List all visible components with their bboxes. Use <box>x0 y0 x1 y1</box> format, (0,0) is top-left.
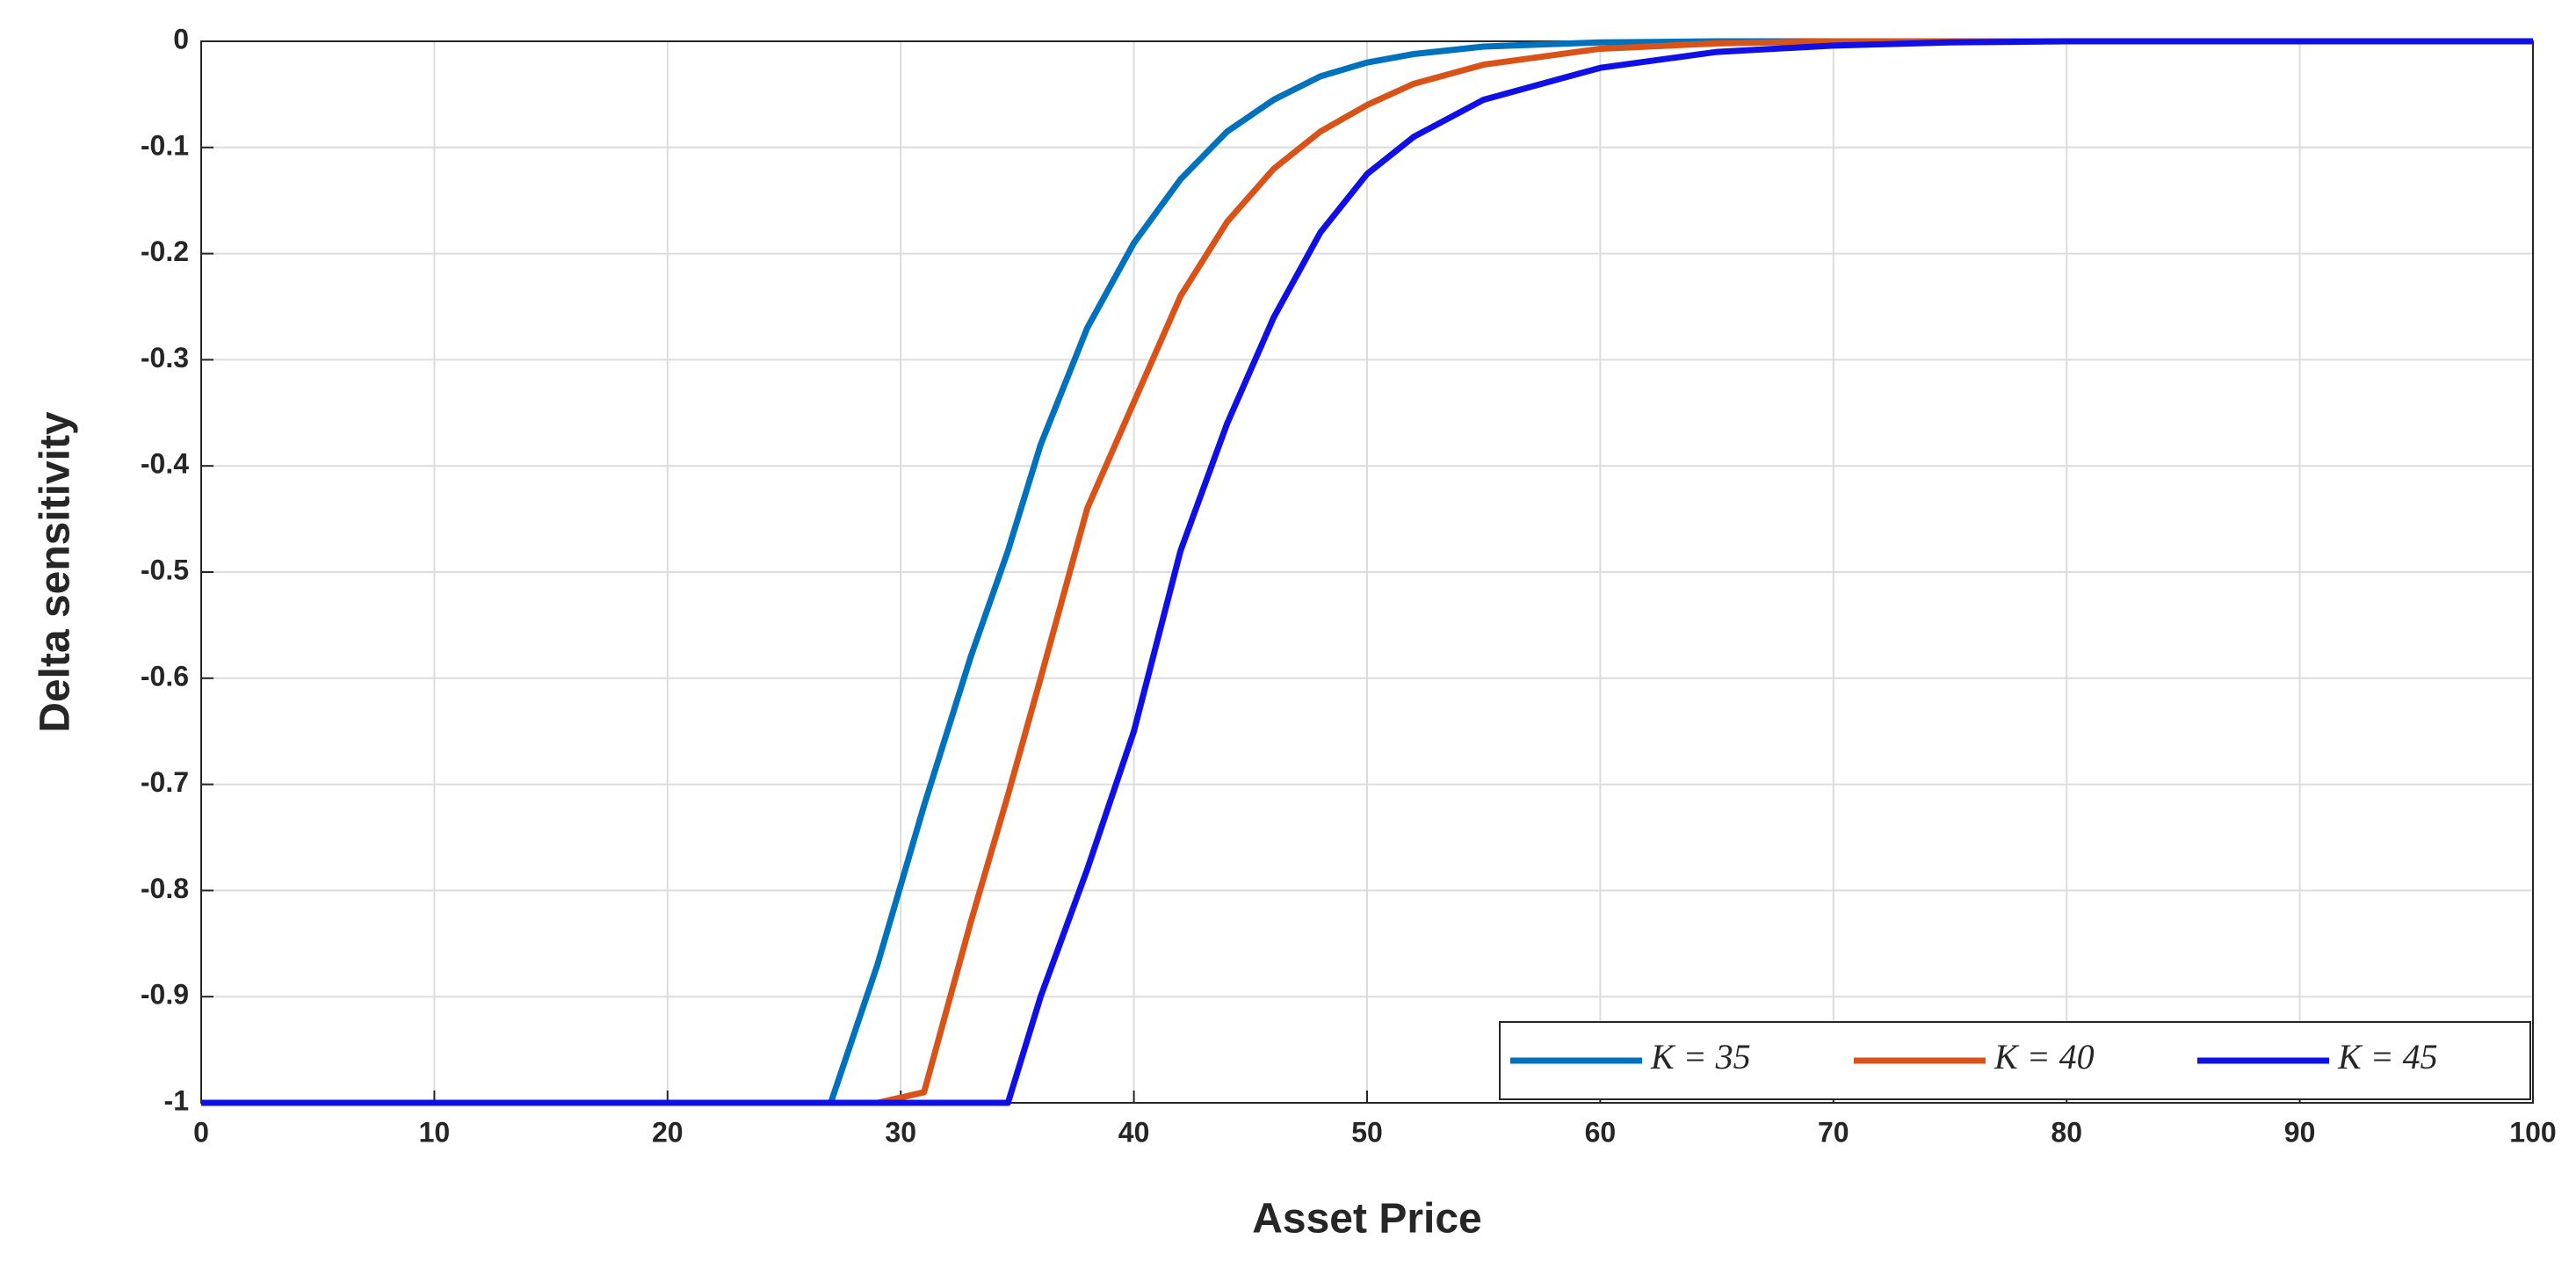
y-tick-label: -0.4 <box>141 448 189 480</box>
y-tick-label: -0.8 <box>141 873 189 904</box>
x-tick-label: 10 <box>419 1116 451 1148</box>
x-tick-label: 30 <box>885 1116 916 1148</box>
y-tick-label: -1 <box>164 1084 189 1116</box>
x-tick-label: 20 <box>652 1116 684 1148</box>
plot-frame <box>200 40 2534 1104</box>
y-tick-label: -0.1 <box>141 129 189 161</box>
x-tick-label: 60 <box>1585 1116 1617 1148</box>
x-tick-label: 90 <box>2284 1116 2316 1148</box>
legend-label: K = 35 <box>1650 1037 1751 1076</box>
y-tick-label: -0.7 <box>141 766 189 798</box>
data-line <box>201 38 2533 1106</box>
x-tick-label: 0 <box>193 1116 209 1148</box>
x-axis-label: Asset Price <box>1252 1196 1482 1243</box>
x-tick-label: 80 <box>2051 1116 2082 1148</box>
x-tick-label: 50 <box>1351 1116 1383 1148</box>
y-tick-label: -0.3 <box>141 342 189 373</box>
x-tick-label: 70 <box>1818 1116 1849 1148</box>
y-tick-label: 0 <box>173 23 189 54</box>
y-axis-label: Delta sensitivity <box>33 411 79 733</box>
legend-box <box>1499 1021 2531 1100</box>
y-tick-label: -0.5 <box>141 554 189 585</box>
x-tick-label: 40 <box>1118 1116 1150 1148</box>
y-tick-label: -0.2 <box>141 236 189 267</box>
legend-label: K = 45 <box>2337 1037 2438 1076</box>
x-tick-label: 100 <box>2509 1116 2556 1148</box>
y-tick-label: -0.6 <box>141 660 189 692</box>
y-tick-label: -0.9 <box>141 979 189 1011</box>
legend-label: K = 40 <box>1994 1037 2095 1076</box>
